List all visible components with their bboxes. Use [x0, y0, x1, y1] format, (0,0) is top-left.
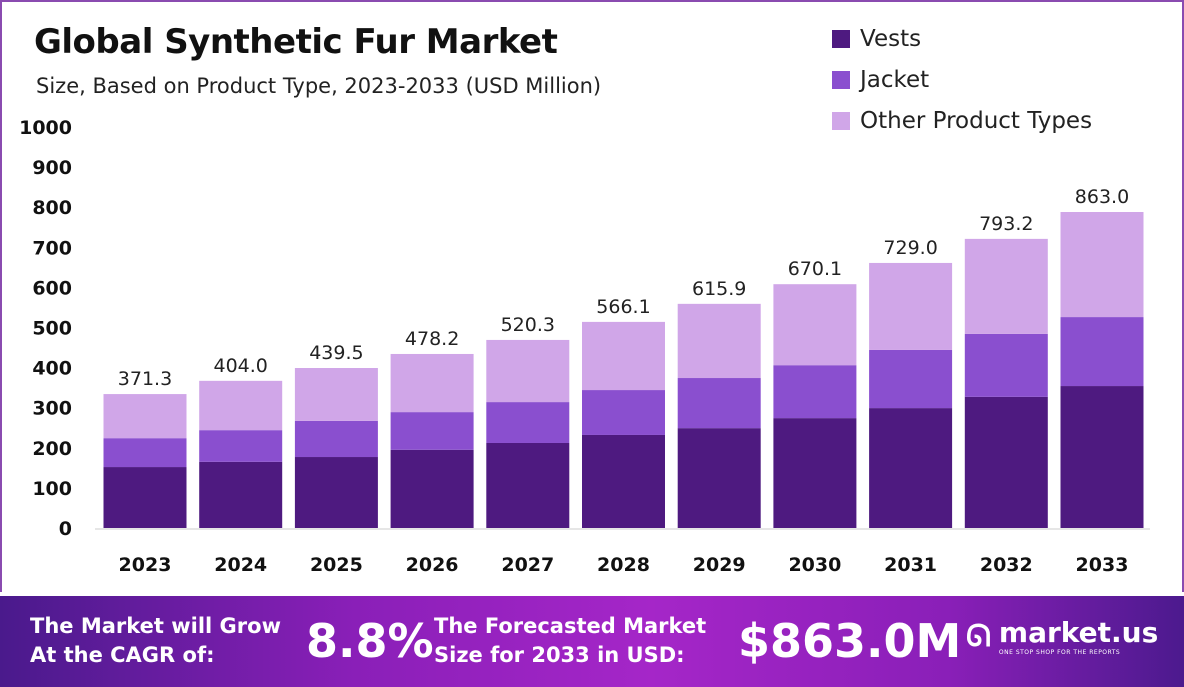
legend-item-other: Other Product Types — [832, 100, 1092, 141]
x-tick-label: 2027 — [501, 554, 554, 576]
bar-segment-vests — [199, 461, 283, 528]
data-label: 670.1 — [788, 258, 842, 280]
x-tick-label: 2029 — [693, 554, 746, 576]
data-label: 729.0 — [883, 237, 937, 259]
forecast-value: $863.0M — [738, 614, 962, 668]
x-tick-label: 2032 — [980, 554, 1033, 576]
bar-segment-jacket — [103, 438, 187, 468]
legend-item-jacket: Jacket — [832, 59, 1092, 100]
data-label: 439.5 — [309, 342, 363, 364]
x-tick-label: 2024 — [214, 554, 267, 576]
x-tick-label: 2028 — [597, 554, 650, 576]
legend-swatch — [832, 70, 850, 89]
data-label: 478.2 — [405, 328, 459, 350]
legend-swatch — [832, 29, 850, 48]
bar-segment-jacket — [964, 333, 1048, 397]
bar-segment-vests — [964, 396, 1048, 528]
bar-segment-jacket — [1060, 317, 1144, 387]
y-tick-label: 600 — [32, 277, 72, 299]
bar-segment-jacket — [294, 420, 378, 458]
bar-segment-jacket — [677, 378, 761, 429]
bar-segment-other-product-types — [773, 284, 857, 366]
chart-title: Global Synthetic Fur Market — [34, 22, 558, 62]
footer-banner: The Market will Grow At the CAGR of: 8.8%… — [0, 596, 1184, 687]
y-tick-label: 0 — [59, 518, 72, 540]
bar-segment-other-product-types — [1060, 212, 1144, 318]
x-tick-label: 2026 — [406, 554, 459, 576]
bar-segment-vests — [773, 418, 857, 528]
legend-swatch — [832, 111, 850, 130]
bar-segment-vests — [294, 457, 378, 528]
legend-label: Vests — [860, 25, 922, 52]
bar-segment-vests — [486, 442, 570, 528]
bar-segment-other-product-types — [869, 262, 953, 350]
y-tick-label: 700 — [32, 237, 72, 259]
bar-segment-other-product-types — [390, 353, 474, 413]
bar-segment-jacket — [199, 430, 283, 462]
chart-subtitle: Size, Based on Product Type, 2023-2033 (… — [36, 74, 602, 98]
x-tick-label: 2030 — [788, 554, 841, 576]
data-label: 371.3 — [118, 368, 172, 390]
brand-tagline: ONE STOP SHOP FOR THE REPORTS — [998, 649, 1121, 656]
bar-segment-other-product-types — [964, 238, 1048, 334]
bar-segment-jacket — [869, 349, 953, 409]
chart-frame — [0, 0, 1184, 592]
bar-segment-vests — [390, 449, 474, 528]
legend-label: Jacket — [860, 66, 930, 93]
cagr-value: 8.8% — [306, 614, 434, 668]
bar-segment-vests — [869, 408, 953, 528]
bar-segment-other-product-types — [677, 303, 761, 379]
forecast-label: The Forecasted Market Size for 2033 in US… — [434, 614, 707, 667]
y-tick-label: 200 — [32, 438, 72, 460]
legend-item-vests: Vests — [832, 18, 1092, 59]
brand-name: market.us — [998, 616, 1159, 649]
bar-segment-jacket — [773, 365, 857, 419]
data-label: 566.1 — [596, 296, 650, 318]
y-tick-label: 900 — [32, 157, 72, 179]
bar-segment-other-product-types — [199, 380, 283, 431]
x-tick-label: 2025 — [310, 554, 363, 576]
cagr-label: The Market will Grow At the CAGR of: — [30, 614, 281, 667]
bar-segment-vests — [582, 434, 665, 528]
x-tick-label: 2033 — [1076, 554, 1129, 576]
bar-segment-vests — [1060, 386, 1144, 528]
bar-chart: 0 100 200 300 400 500 600 700 800 900 1000 371.3 202… — [19, 117, 1150, 576]
data-label: 793.2 — [979, 213, 1033, 235]
y-tick-label: 1000 — [19, 117, 72, 139]
bar-segment-jacket — [486, 402, 570, 443]
y-tick-label: 500 — [32, 318, 72, 340]
legend: Vests Jacket Other Product Types — [832, 18, 1092, 141]
x-tick-label: 2023 — [119, 554, 172, 576]
data-label: 615.9 — [692, 278, 746, 300]
x-tick-label: 2031 — [884, 554, 937, 576]
y-tick-label: 300 — [32, 398, 72, 420]
bar-segment-other-product-types — [103, 394, 187, 439]
data-label: 863.0 — [1075, 186, 1129, 208]
brand-logo: ᘏ market.us ONE STOP SHOP FOR THE REPORTS — [966, 616, 1158, 656]
bar-segment-jacket — [390, 412, 474, 450]
bar-segment-other-product-types — [582, 321, 665, 391]
bar-segment-other-product-types — [486, 339, 570, 403]
legend-label: Other Product Types — [860, 107, 1093, 134]
bar-segment-jacket — [582, 390, 665, 435]
bar-segment-vests — [677, 428, 761, 528]
y-tick-label: 100 — [32, 478, 72, 500]
data-label: 404.0 — [213, 355, 267, 377]
brand-logo-icon: ᘏ — [966, 618, 991, 654]
y-tick-label: 400 — [32, 358, 72, 380]
bar-segment-vests — [103, 467, 187, 528]
y-tick-label: 800 — [32, 197, 72, 219]
bar-segment-other-product-types — [294, 368, 378, 421]
data-label: 520.3 — [501, 314, 555, 336]
